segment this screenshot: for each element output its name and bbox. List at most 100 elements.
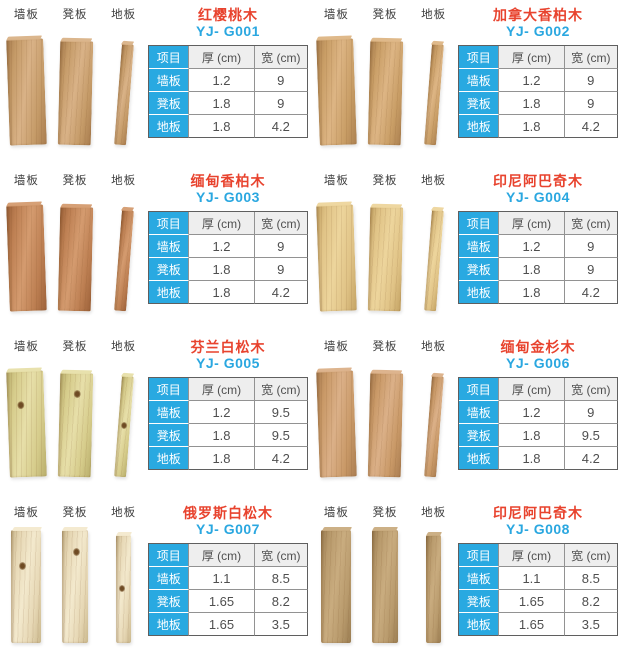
floor-board-sample-image — [113, 209, 134, 312]
spec-value-thickness: 1.8 — [189, 115, 255, 139]
product-info: 印尼阿巴奇木 YJ- G004 项目 厚 (cm) 宽 (cm) 墙板 1.2 … — [458, 173, 618, 305]
sample-labels: 墙板 凳板 地板 — [2, 6, 148, 22]
spec-header-thickness: 厚 (cm) — [499, 378, 565, 402]
sample-planks — [2, 361, 148, 478]
spec-value-width: 9.5 — [254, 401, 308, 425]
floor-board-label: 地板 — [421, 507, 447, 519]
spec-header-thickness: 厚 (cm) — [189, 212, 255, 236]
product-info: 缅甸香柏木 YJ- G003 项目 厚 (cm) 宽 (cm) 墙板 1.2 9… — [148, 173, 308, 305]
product-code: YJ- G001 — [196, 23, 260, 40]
spec-value-width: 9 — [564, 401, 618, 425]
bench-board-sample-image — [367, 372, 403, 478]
spec-header-thickness: 厚 (cm) — [189, 544, 255, 568]
spec-value-thickness: 1.8 — [499, 115, 565, 139]
product-name: 缅甸香柏木 — [190, 173, 266, 189]
spec-table: 项目 厚 (cm) 宽 (cm) 墙板 1.1 8.5 凳板 1.65 8.2 … — [148, 543, 308, 637]
spec-table: 项目 厚 (cm) 宽 (cm) 墙板 1.1 8.5 凳板 1.65 8.2 … — [458, 543, 618, 637]
sample-planks — [312, 29, 458, 146]
spec-row-wall: 墙板 1.1 8.5 — [459, 567, 618, 591]
floor-board-column — [99, 43, 148, 146]
spec-value-width: 9 — [254, 258, 308, 282]
sample-planks — [312, 361, 458, 478]
bench-board-column — [51, 40, 100, 146]
spec-value-thickness: 1.2 — [499, 69, 565, 93]
wall-board-column — [2, 530, 51, 643]
spec-row-label: 地板 — [459, 447, 500, 471]
floor-board-sample-image — [426, 535, 442, 643]
floor-board-label: 地板 — [111, 341, 137, 353]
spec-header-width: 宽 (cm) — [254, 544, 308, 568]
spec-header-width: 宽 (cm) — [564, 378, 618, 402]
wall-board-column — [312, 38, 361, 146]
spec-value-thickness: 1.2 — [189, 401, 255, 425]
spec-header-item: 项目 — [149, 46, 190, 70]
wall-board-column — [312, 204, 361, 312]
spec-value-width: 9 — [564, 92, 618, 116]
spec-row-bench: 凳板 1.8 9 — [459, 92, 618, 116]
spec-header-row: 项目 厚 (cm) 宽 (cm) — [459, 544, 618, 568]
product-card: 墙板 凳板 地板 加拿大香柏木 YJ- G002 项目 — [310, 0, 620, 166]
wall-board-label: 墙板 — [323, 507, 349, 519]
wall-board-column — [2, 204, 51, 312]
spec-row-floor: 地板 1.8 4.2 — [149, 115, 308, 139]
spec-header-item: 项目 — [459, 378, 500, 402]
spec-row-label: 墙板 — [149, 567, 190, 591]
product-card: 墙板 凳板 地板 俄罗斯白松木 YJ- G007 项目 — [0, 498, 310, 664]
spec-row-label: 凳板 — [459, 92, 500, 116]
spec-value-thickness: 1.65 — [499, 590, 565, 614]
product-card: 墙板 凳板 地板 印尼阿巴奇木 YJ- G004 项目 — [310, 166, 620, 332]
wood-samples: 墙板 凳板 地板 — [2, 338, 148, 478]
floor-board-label: 地板 — [421, 175, 447, 187]
spec-value-width: 4.2 — [254, 115, 308, 139]
bench-board-label: 凳板 — [62, 9, 88, 21]
bench-board-column — [361, 206, 410, 312]
floor-board-column — [409, 43, 458, 146]
wall-board-column — [312, 530, 361, 643]
floor-board-sample-image — [113, 375, 134, 478]
spec-row-label: 地板 — [149, 613, 190, 637]
product-card: 墙板 凳板 地板 印尼阿巴奇木 YJ- G008 项目 — [310, 498, 620, 664]
floor-board-label: 地板 — [111, 9, 137, 21]
spec-header-width: 宽 (cm) — [564, 544, 618, 568]
bench-board-sample-image — [62, 530, 88, 643]
product-name: 印尼阿巴奇木 — [493, 173, 583, 189]
sample-labels: 墙板 凳板 地板 — [2, 338, 148, 354]
spec-header-item: 项目 — [149, 378, 190, 402]
floor-board-column — [409, 535, 458, 643]
wall-board-column — [2, 38, 51, 146]
floor-board-column — [99, 209, 148, 312]
spec-header-thickness: 厚 (cm) — [189, 378, 255, 402]
spec-value-thickness: 1.8 — [189, 447, 255, 471]
spec-table: 项目 厚 (cm) 宽 (cm) 墙板 1.2 9 凳板 1.8 9 地板 1.… — [148, 45, 308, 139]
wood-samples: 墙板 凳板 地板 — [2, 504, 148, 643]
spec-header-row: 项目 厚 (cm) 宽 (cm) — [149, 46, 308, 70]
spec-header-thickness: 厚 (cm) — [499, 544, 565, 568]
bench-board-label: 凳板 — [372, 175, 398, 187]
floor-board-label: 地板 — [421, 9, 447, 21]
spec-value-width: 8.2 — [254, 590, 308, 614]
wood-samples: 墙板 凳板 地板 — [312, 504, 458, 643]
wall-board-sample-image — [315, 370, 357, 478]
bench-board-label: 凳板 — [372, 341, 398, 353]
sample-planks — [2, 29, 148, 146]
bench-board-sample-image — [372, 530, 398, 643]
bench-board-column — [361, 372, 410, 478]
wall-board-sample-image — [5, 38, 47, 146]
wall-board-label: 墙板 — [13, 175, 39, 187]
spec-value-thickness: 1.2 — [499, 235, 565, 259]
spec-row-label: 地板 — [149, 447, 190, 471]
spec-row-wall: 墙板 1.2 9 — [149, 69, 308, 93]
spec-header-thickness: 厚 (cm) — [189, 46, 255, 70]
sample-planks — [2, 195, 148, 312]
spec-row-wall: 墙板 1.2 9 — [149, 235, 308, 259]
spec-value-thickness: 1.8 — [189, 424, 255, 448]
spec-value-thickness: 1.8 — [499, 281, 565, 305]
spec-row-label: 地板 — [149, 115, 190, 139]
spec-row-label: 墙板 — [459, 401, 500, 425]
spec-row-floor: 地板 1.8 4.2 — [459, 447, 618, 471]
product-info: 芬兰白松木 YJ- G005 项目 厚 (cm) 宽 (cm) 墙板 1.2 9… — [148, 339, 308, 471]
bench-board-label: 凳板 — [62, 507, 88, 519]
wall-board-sample-image — [315, 38, 357, 146]
spec-row-label: 凳板 — [149, 424, 190, 448]
sample-planks — [312, 527, 458, 643]
